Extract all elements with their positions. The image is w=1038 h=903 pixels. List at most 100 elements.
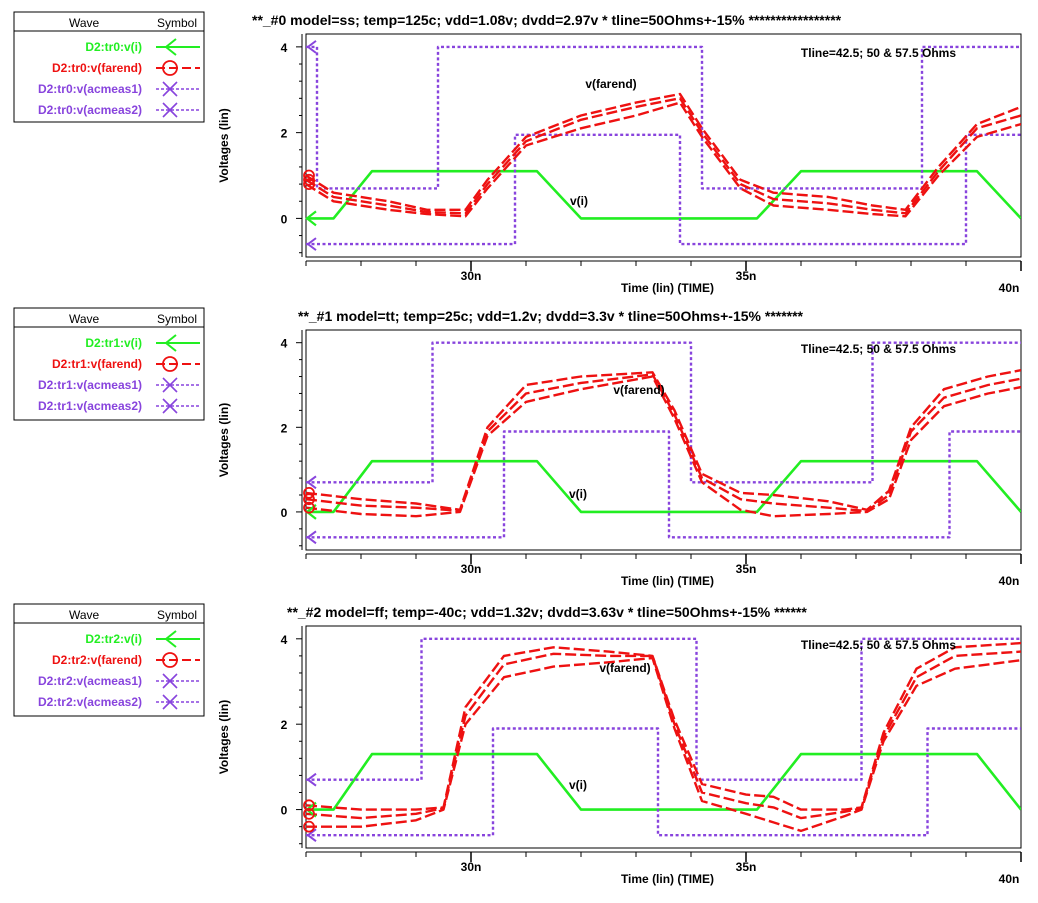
farend-circle-marker-icon [303,493,315,506]
legend-entry-label: D2:tr1:v(acmeas1) [38,378,142,392]
x-tick-label: 30n [461,562,482,576]
x-axis-label: Time (lin) (TIME) [621,872,714,886]
farend-circle-marker-icon [303,173,315,186]
legend-circle-marker-icon [162,60,178,76]
farend-circle-marker-icon [303,820,315,833]
y-tick-label: 0 [281,212,288,226]
legend-header-symbol: Symbol [157,312,197,326]
farend-curve-label: v(farend) [613,383,664,397]
x-tick-label: 35n [736,860,757,874]
series-line-acmeas [306,45,1021,190]
legend-entry-label: D2:tr0:v(i) [85,40,142,54]
y-axis-label: Voltages (lin) [217,403,231,477]
farend-circle-marker-icon [303,501,315,514]
series-line-acmeas [306,341,1021,484]
chart-title: **_#1 model=tt; temp=25c; vdd=1.2v; dvdd… [298,308,804,324]
series-line-acmeas [306,637,1021,781]
plot-area [305,329,1022,551]
legend-x-marker-icon [162,673,178,689]
legend-entry-label: D2:tr0:v(acmeas2) [38,103,142,117]
legend-header-wave: Wave [69,16,100,30]
farend-circle-marker-icon [303,799,315,812]
legend-entry-label: D2:tr2:v(acmeas1) [38,674,142,688]
farend-curve-label: v(farend) [585,77,636,91]
y-tick-label: 4 [281,337,288,351]
series-line-farend [306,375,1021,518]
x-axis-label: Time (lin) (TIME) [621,574,714,588]
series-line-vi [306,459,1021,514]
legend-x-marker-icon [162,398,178,414]
tline-annotation: Tline=42.5; 50 & 57.5 Ohms [801,46,956,60]
series-line-acmeas [306,727,1021,837]
acmeas-arrow-marker-icon [306,475,317,490]
legend-entry-label: D2:tr1:v(acmeas2) [38,399,142,413]
series-line-farend [306,97,1021,215]
y-tick-label: 2 [281,421,288,435]
legend-entry-label: D2:tr1:v(farend) [52,357,142,371]
acmeas-arrow-marker-icon [306,237,317,251]
legend-circle-marker-icon [162,356,178,372]
chart-panel-2: Wave Symbol D2:tr2:v(i) D2:tr2:v(farend) D2:… [13,603,1022,886]
x-tick-label: 40n [999,574,1020,588]
legend-entry-label: D2:tr2:v(acmeas2) [38,695,142,709]
x-tick-label: 30n [461,269,482,283]
legend-header-symbol: Symbol [157,16,197,30]
chart-title: **_#0 model=ss; temp=125c; vdd=1.08v; dv… [252,12,842,28]
farend-circle-marker-icon [303,178,315,190]
y-tick-label: 4 [281,41,288,55]
y-tick-label: 0 [281,804,288,818]
legend-entry-label: D2:tr0:v(farend) [52,61,142,75]
legend-x-marker-icon [162,694,178,710]
legend-box: Wave Symbol D2:tr1:v(i) D2:tr1:v(farend) D2:… [13,307,205,421]
legend-x-marker-icon [162,81,178,97]
y-tick-label: 0 [281,506,288,520]
series-line-farend [306,101,1021,218]
legend-x-marker-icon [162,102,178,118]
y-axis-label: Voltages (lin) [217,700,231,774]
acmeas-arrow-marker-icon [306,40,317,54]
legend-header-wave: Wave [69,312,100,326]
x-tick-label: 40n [999,281,1020,295]
vi-curve-label: v(i) [569,487,587,501]
x-tick-label: 35n [736,269,757,283]
farend-circle-marker-icon [303,807,315,820]
legend-entry-label: D2:tr1:v(i) [85,336,142,350]
farend-curve-label: v(farend) [599,661,650,675]
farend-circle-marker-icon [303,486,315,499]
tline-annotation: Tline=42.5; 50 & 57.5 Ohms [801,342,956,356]
tline-annotation: Tline=42.5; 50 & 57.5 Ohms [801,638,956,652]
series-line-farend [306,656,1021,833]
y-tick-label: 2 [281,127,288,141]
vi-curve-label: v(i) [569,778,587,792]
legend-box: Wave Symbol D2:tr0:v(i) D2:tr0:v(farend) D2:… [13,11,205,123]
chart-title: **_#2 model=ff; temp=-40c; vdd=1.32v; dv… [287,604,807,620]
vi-curve-label: v(i) [570,194,588,208]
legend-entry-label: D2:tr0:v(acmeas1) [38,82,142,96]
series-line-acmeas [306,430,1021,539]
plot-area [305,33,1022,258]
x-tick-label: 40n [999,872,1020,886]
series-group [306,637,1021,837]
x-axis-label: Time (lin) (TIME) [621,281,714,295]
legend-header-wave: Wave [69,608,100,622]
legend-entry-label: D2:tr2:v(i) [85,632,142,646]
legend-circle-marker-icon [162,652,178,668]
y-tick-label: 4 [281,633,288,647]
series-line-farend [306,92,1021,211]
series-line-vi [306,752,1021,811]
x-tick-label: 35n [736,562,757,576]
y-tick-label: 2 [281,718,288,732]
legend-entry-label: D2:tr2:v(farend) [52,653,142,667]
vi-arrow-marker-icon [305,210,317,227]
acmeas-arrow-marker-icon [306,530,317,545]
series-group [306,45,1021,246]
legend-x-marker-icon [162,377,178,393]
chart-panel-1: Wave Symbol D2:tr1:v(i) D2:tr1:v(farend) D2:… [13,307,1022,588]
acmeas-arrow-marker-icon [306,828,317,842]
series-line-acmeas [306,133,1021,246]
legend-header-symbol: Symbol [157,608,197,622]
acmeas-arrow-marker-icon [306,772,317,787]
plot-area [305,625,1022,849]
legend-box: Wave Symbol D2:tr2:v(i) D2:tr2:v(farend) D2:… [13,603,205,717]
